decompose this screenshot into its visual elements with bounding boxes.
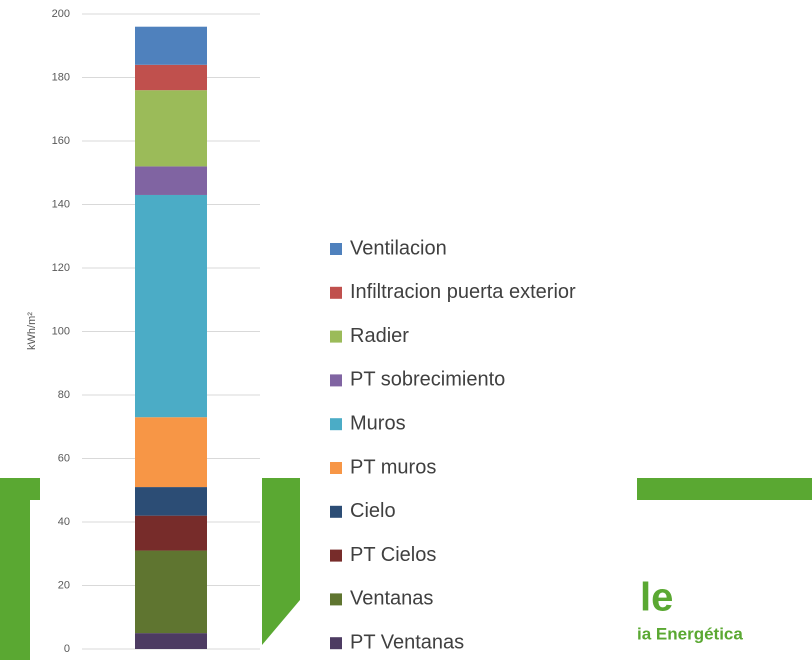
y-tick-label: 100 bbox=[52, 325, 70, 337]
logo-subtitle: ia Energética bbox=[637, 624, 743, 643]
bar-segment bbox=[135, 417, 207, 488]
y-tick-label: 0 bbox=[64, 643, 70, 655]
y-tick-label: 160 bbox=[52, 135, 70, 147]
bar-segment bbox=[135, 487, 207, 516]
legend-swatch bbox=[330, 418, 342, 431]
legend-swatch bbox=[330, 243, 342, 255]
legend-swatch bbox=[330, 505, 342, 518]
legend-swatch bbox=[330, 593, 342, 606]
y-tick-label: 20 bbox=[58, 579, 70, 591]
y-tick-label: 60 bbox=[58, 452, 70, 464]
bar-segment bbox=[135, 550, 207, 634]
logo-text: le bbox=[640, 576, 673, 620]
legend-label: PT Cielos bbox=[350, 544, 436, 566]
legend-swatch bbox=[330, 330, 342, 343]
y-tick-label: 180 bbox=[52, 71, 70, 83]
background-logo: le ia Energética bbox=[0, 478, 812, 660]
legend-label: PT sobrecimiento bbox=[350, 369, 505, 391]
bar-segment bbox=[135, 166, 207, 195]
legend-swatch bbox=[330, 637, 342, 650]
legend-label: Infiltracion puerta exterior bbox=[350, 281, 576, 303]
y-tick-label: 80 bbox=[58, 389, 70, 401]
legend-label: Muros bbox=[350, 412, 406, 434]
legend-label: PT Ventanas bbox=[350, 631, 464, 653]
bar-segment bbox=[135, 26, 207, 65]
legend-swatch bbox=[330, 462, 342, 474]
legend-swatch bbox=[330, 549, 342, 562]
y-axis-label: kWh/m² bbox=[26, 312, 38, 350]
bar-segment bbox=[135, 633, 207, 649]
bar-segment bbox=[135, 64, 207, 91]
legend-label: Cielo bbox=[350, 500, 396, 522]
legend-swatch bbox=[330, 374, 342, 387]
legend-label: Radier bbox=[350, 325, 409, 347]
y-tick-label: 140 bbox=[52, 198, 70, 210]
legend-label: Ventilacion bbox=[350, 237, 447, 259]
bar-segment bbox=[135, 90, 207, 167]
y-tick-label: 200 bbox=[52, 8, 70, 20]
bar-segment bbox=[135, 194, 207, 418]
legend-label: Ventanas bbox=[350, 588, 433, 610]
y-tick-label: 120 bbox=[52, 262, 70, 274]
legend-label: PT muros bbox=[350, 456, 436, 478]
bar-segment bbox=[135, 515, 207, 551]
y-tick-label: 40 bbox=[58, 516, 70, 528]
legend-swatch bbox=[330, 286, 342, 299]
